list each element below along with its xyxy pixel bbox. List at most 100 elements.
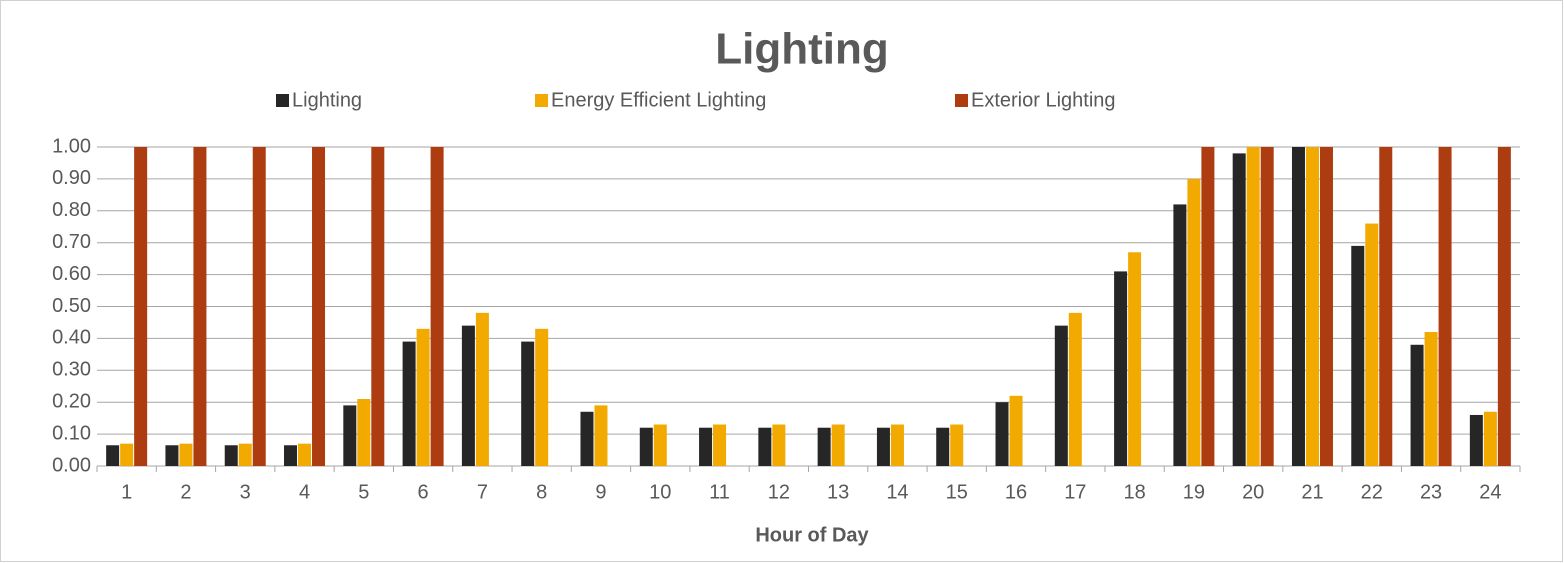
x-tick-label: 11	[709, 481, 730, 503]
x-tick-label: 23	[1420, 481, 1442, 503]
legend-swatch	[276, 94, 289, 107]
x-tick-label: 13	[827, 481, 849, 503]
bar	[758, 427, 772, 466]
x-axis-title: Hour of Day	[755, 524, 869, 546]
x-tick-label: 21	[1301, 481, 1323, 503]
bar	[416, 328, 430, 466]
x-tick-label: 3	[240, 481, 251, 503]
bar	[430, 147, 444, 466]
bar	[193, 147, 207, 466]
bar	[1054, 325, 1068, 466]
bar	[876, 427, 890, 466]
x-tick-label: 22	[1361, 481, 1383, 503]
y-tick-label: 0.20	[52, 390, 91, 412]
x-tick-label: 9	[595, 481, 606, 503]
bar	[639, 427, 653, 466]
bar	[817, 427, 831, 466]
x-tick-label: 4	[299, 481, 310, 503]
bar	[772, 424, 786, 466]
bar	[594, 405, 608, 466]
y-tick-label: 0.80	[52, 199, 91, 221]
bar	[357, 399, 371, 466]
bar	[950, 424, 964, 466]
bar	[1114, 271, 1128, 466]
x-tick-label: 12	[768, 481, 790, 503]
x-tick-label: 6	[418, 481, 429, 503]
bar	[1351, 245, 1365, 466]
bar	[1497, 147, 1511, 466]
legend-label: Exterior Lighting	[971, 89, 1116, 111]
bar	[936, 427, 950, 466]
x-tick-label: 19	[1183, 481, 1205, 503]
bar	[1319, 147, 1333, 466]
bar	[1469, 414, 1483, 466]
y-tick-label: 0.50	[52, 295, 91, 317]
bar	[1438, 147, 1452, 466]
bar	[224, 445, 238, 466]
bar	[831, 424, 845, 466]
bar	[1173, 204, 1187, 467]
bar	[461, 325, 475, 466]
bar	[580, 411, 594, 466]
bar	[165, 445, 179, 466]
bar	[252, 147, 266, 466]
bar	[1246, 147, 1260, 466]
x-tick-label: 10	[649, 481, 671, 503]
bar	[134, 147, 148, 466]
bar	[1379, 147, 1393, 466]
bar	[1483, 411, 1497, 466]
y-tick-label: 0.90	[52, 167, 91, 189]
x-tick-label: 7	[477, 481, 488, 503]
bar	[535, 328, 549, 466]
chart-title: Lighting	[715, 25, 889, 74]
bar	[1009, 395, 1023, 466]
x-tick-label: 2	[180, 481, 191, 503]
bar	[1305, 147, 1319, 466]
x-tick-label: 20	[1242, 481, 1264, 503]
bar	[312, 147, 326, 466]
bar	[653, 424, 667, 466]
legend-swatch	[955, 94, 968, 107]
bar	[1291, 147, 1305, 466]
y-tick-label: 0.40	[52, 327, 91, 349]
y-tick-label: 0.00	[52, 454, 91, 476]
bar	[343, 405, 357, 466]
legend-label: Energy Efficient Lighting	[551, 89, 766, 111]
bar	[284, 445, 298, 466]
bar	[1424, 332, 1438, 466]
x-tick-label: 5	[358, 481, 369, 503]
x-tick-label: 17	[1064, 481, 1086, 503]
x-tick-label: 18	[1123, 481, 1145, 503]
x-tick-label: 8	[536, 481, 547, 503]
x-tick-label: 14	[886, 481, 908, 503]
bar	[995, 402, 1009, 466]
bar	[699, 427, 713, 466]
bar	[1365, 223, 1379, 466]
bar	[1260, 147, 1274, 466]
y-tick-label: 0.10	[52, 422, 91, 444]
y-tick-label: 0.30	[52, 359, 91, 381]
x-tick-label: 15	[946, 481, 968, 503]
y-tick-label: 0.70	[52, 231, 91, 253]
bar	[475, 312, 489, 466]
bar	[1128, 252, 1142, 466]
legend-swatch	[535, 94, 548, 107]
bar	[1187, 178, 1201, 466]
bar	[890, 424, 904, 466]
bar	[179, 443, 193, 466]
bar	[371, 147, 385, 466]
bar	[238, 443, 252, 466]
legend-label: Lighting	[292, 89, 362, 111]
bar	[298, 443, 312, 466]
bar	[1201, 147, 1215, 466]
bar	[402, 341, 416, 466]
y-tick-label: 1.00	[52, 135, 91, 157]
bar	[713, 424, 727, 466]
x-tick-label: 24	[1479, 481, 1501, 503]
bar	[1232, 153, 1246, 466]
x-tick-label: 16	[1005, 481, 1027, 503]
bar	[1410, 344, 1424, 466]
x-tick-label: 1	[121, 481, 132, 503]
y-tick-label: 0.60	[52, 263, 91, 285]
